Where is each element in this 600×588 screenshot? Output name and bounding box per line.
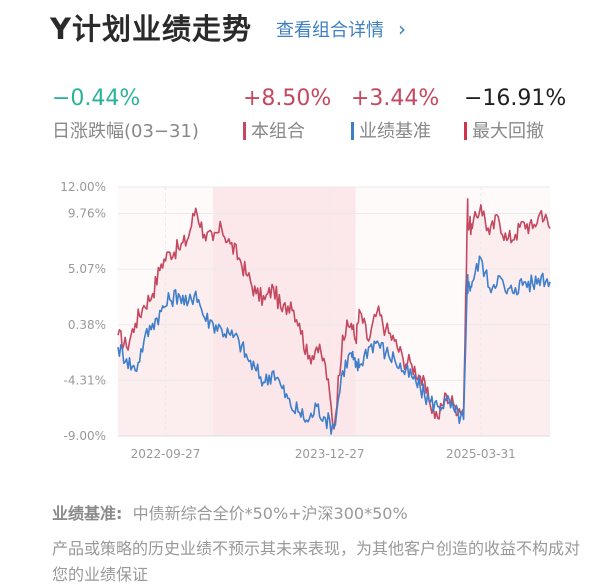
benchmark-note-key: 业绩基准: (52, 504, 123, 523)
benchmark-note: 业绩基准: 中债新综合全价*50%+沪深300*50% (52, 500, 408, 524)
x-tick-label: 2022-09-27 (131, 447, 201, 461)
portfolio-return-value: +8.50% (243, 86, 332, 111)
drawdown-legend-swatch (464, 122, 467, 140)
portfolio-legend-swatch (243, 122, 246, 140)
view-portfolio-details-label: 查看组合详情 (276, 20, 384, 41)
legend-portfolio[interactable]: 本组合 (243, 117, 305, 143)
y-tick-label: 9.76% (68, 207, 106, 221)
legend-max-drawdown[interactable]: 最大回撤 (464, 117, 544, 143)
benchmark-line (117, 255, 551, 435)
x-tick-label: 2025-03-31 (446, 447, 516, 461)
performance-chart[interactable]: 12.00% 9.76% 5.07% 0.38% -4.31% -9.00% 2022-09… (0, 170, 600, 470)
y-tick-label: 12.00% (60, 180, 106, 194)
y-tick-label: 0.38% (68, 318, 106, 332)
drawdown-legend-label: 最大回撤 (472, 121, 544, 142)
daily-change-label: 日涨跌幅(03−31) (52, 121, 199, 142)
benchmark-note-formula: 中债新综合全价*50%+沪深300*50% (132, 504, 408, 523)
x-tick-label: 2023-12-27 (295, 447, 365, 461)
view-portfolio-details-link[interactable]: 查看组合详情 › (276, 16, 406, 42)
portfolio-legend-label: 本组合 (251, 121, 305, 142)
disclaimer-text: 产品或策略的历史业绩不预示其未来表现，为其他客户创造的收益不构成对您的业绩保证 (52, 539, 581, 584)
portfolio-line (117, 198, 551, 430)
max-drawdown-value: −16.91% (464, 86, 567, 111)
y-tick-label: -4.31% (64, 373, 106, 387)
daily-change-value: −0.44% (52, 86, 141, 111)
chevron-right-icon: › (398, 17, 406, 41)
benchmark-legend-label: 业绩基准 (359, 121, 431, 142)
benchmark-return-value: +3.44% (351, 86, 440, 111)
portfolio-area (118, 198, 550, 436)
legend-benchmark[interactable]: 业绩基准 (351, 117, 431, 143)
benchmark-legend-swatch (351, 122, 354, 140)
y-tick-label: 5.07% (68, 262, 106, 276)
page-title: Y计划业绩走势 (50, 12, 252, 46)
y-tick-label: -9.00% (64, 429, 106, 443)
